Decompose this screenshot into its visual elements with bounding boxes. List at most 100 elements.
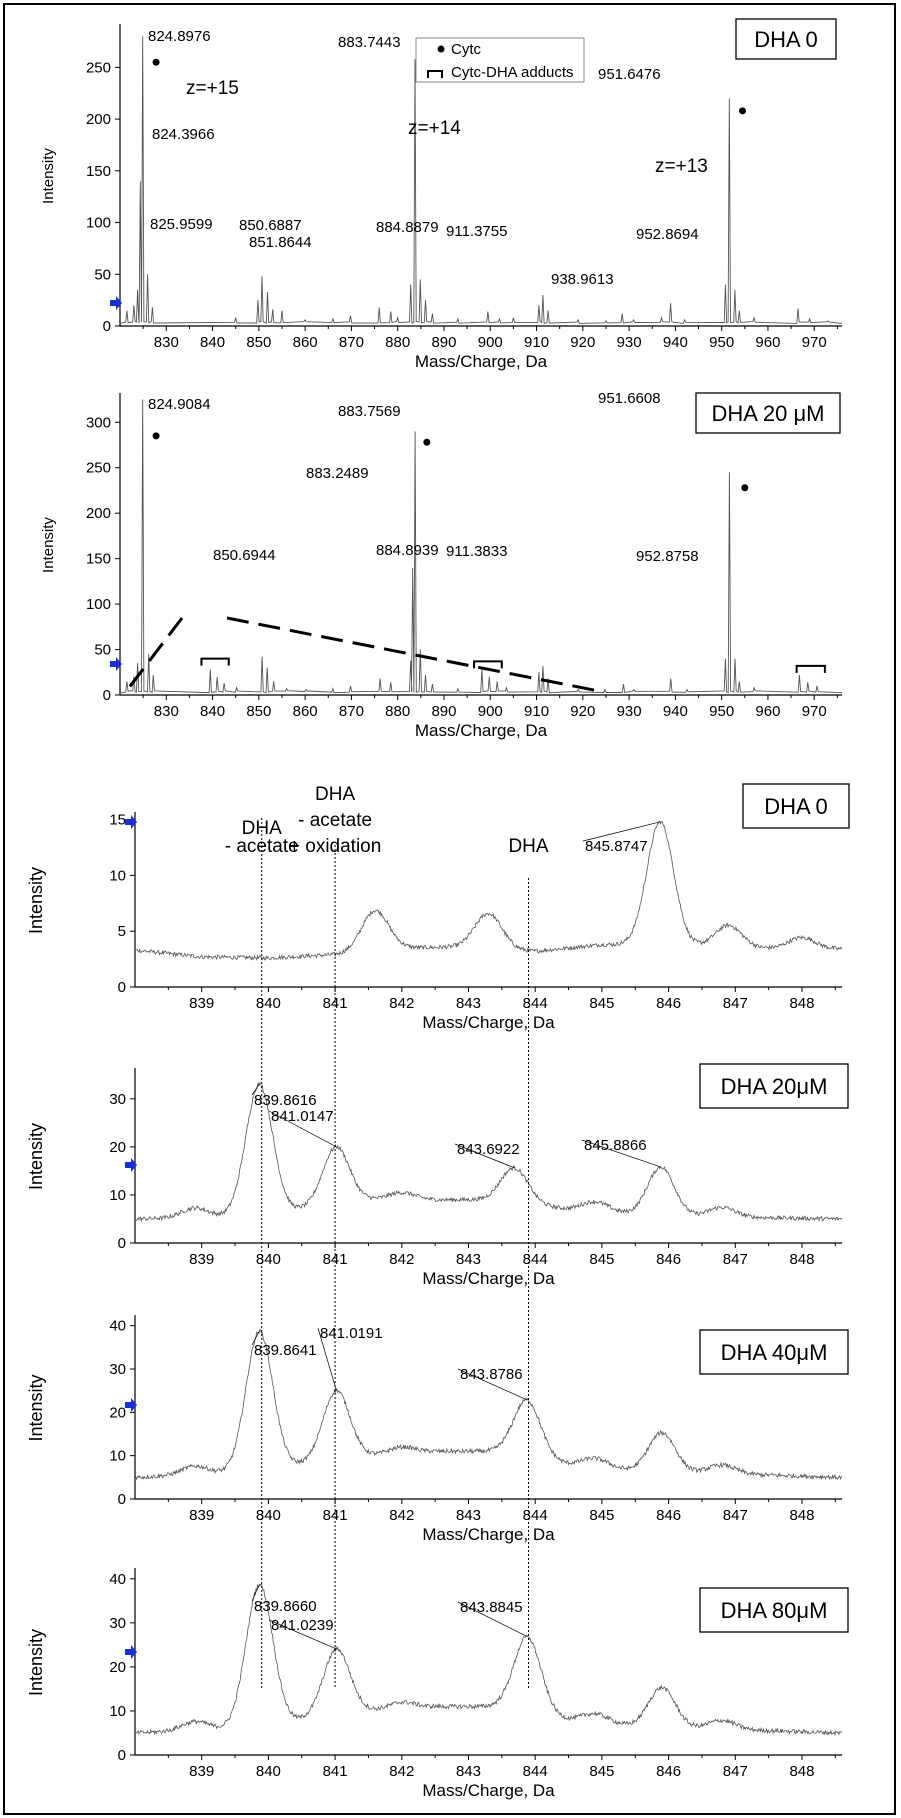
peak-label: 843.8845 (460, 1599, 523, 1616)
threshold-arrow-icon (125, 1398, 137, 1412)
y-tick-label: 250 (86, 59, 111, 76)
x-tick-label: 960 (755, 703, 780, 720)
x-axis-title: Mass/Charge, Da (422, 1781, 555, 1800)
x-tick-label: 840 (256, 995, 281, 1012)
x-tick-label: 848 (789, 1507, 814, 1524)
peak-label: 883.7569 (338, 403, 401, 420)
x-tick-label: 840 (200, 703, 225, 720)
condition-label-box (699, 1329, 849, 1375)
y-tick-label: 20 (109, 1659, 126, 1676)
peak-label: 884.8939 (376, 542, 439, 559)
chart-panel-2: 830 840 850 860 870 880 890 900 910 920 930 940 950 9… (40, 390, 843, 740)
x-axis-title: Mass/Charge, Da (415, 721, 548, 740)
y-tick-label: 50 (94, 266, 111, 283)
condition-label: DHA 20μM (721, 1074, 828, 1099)
cytc-marker (738, 107, 746, 115)
x-tick-label: 910 (524, 703, 549, 720)
y-tick-label: 100 (86, 596, 111, 613)
x-tick-label: 843 (456, 995, 481, 1012)
dha-annotation: DHA (508, 836, 548, 857)
peak-label: 952.8758 (636, 548, 699, 565)
condition-label-box (735, 18, 837, 60)
cytc-marker (152, 432, 160, 440)
y-axis-title: Intensity (26, 1123, 46, 1190)
peak-label: 850.6944 (213, 547, 276, 564)
peak-leader-line (251, 1331, 260, 1346)
peak-label: 845.8747 (585, 838, 648, 855)
x-tick-label: 846 (656, 995, 681, 1012)
x-tick-label: 844 (523, 995, 548, 1012)
x-tick-label: 920 (570, 334, 595, 351)
spectrum-trace (134, 1081, 843, 1223)
condition-label: DHA 0 (754, 27, 818, 52)
x-tick-label: 900 (478, 703, 503, 720)
x-tick-label: 841 (323, 995, 348, 1012)
charge-state-label: z=+13 (655, 156, 708, 177)
x-tick-label: 843 (456, 1507, 481, 1524)
x-tick-label: 847 (723, 1251, 748, 1268)
x-tick-label: 842 (389, 1763, 414, 1780)
peak-label: 824.8976 (148, 28, 211, 45)
y-tick-label: 0 (118, 1491, 126, 1508)
x-tick-label: 847 (723, 1763, 748, 1780)
x-tick-label: 880 (385, 334, 410, 351)
x-tick-label: 844 (523, 1251, 548, 1268)
peak-label: 839.8616 (254, 1092, 317, 1109)
charge-state-label: z=+15 (186, 78, 239, 99)
x-tick-label: 970 (802, 703, 827, 720)
spectrum-trace (119, 36, 843, 324)
x-tick-label: 842 (389, 995, 414, 1012)
peak-label: 938.9613 (551, 271, 614, 288)
dha-annotation: - acetate (298, 810, 372, 831)
spectrum-trace (134, 1582, 843, 1737)
chart-panel-1: 830 840 850 860 870 880 890 900 910 920 930 940 950 9… (40, 18, 843, 371)
x-tick-label: 840 (256, 1507, 281, 1524)
spectrum-trace (134, 820, 843, 961)
zoom-connector-right (226, 616, 605, 694)
x-tick-label: 850 (246, 703, 271, 720)
x-tick-label: 841 (323, 1763, 348, 1780)
x-tick-label: 843 (456, 1251, 481, 1268)
y-tick-label: 30 (109, 1091, 126, 1108)
x-axis-title: Mass/Charge, Da (415, 352, 548, 371)
legend-bracket-icon (427, 70, 443, 78)
cytc-marker (741, 484, 749, 492)
legend-label: Cytc-DHA adducts (451, 64, 574, 81)
peak-label: 911.3833 (446, 543, 507, 560)
x-tick-label: 970 (802, 334, 827, 351)
condition-label: DHA 20 μM (712, 401, 825, 426)
x-tick-label: 845 (589, 1251, 614, 1268)
y-tick-label: 5 (118, 923, 126, 940)
condition-label: DHA 80μM (721, 1598, 828, 1623)
x-tick-label: 860 (293, 703, 318, 720)
x-tick-label: 845 (589, 1507, 614, 1524)
peak-leader-line (268, 1110, 337, 1148)
y-tick-label: 0 (103, 318, 111, 335)
figure-frame (3, 3, 896, 1815)
y-tick-label: 300 (86, 414, 111, 431)
y-axis-title: Intensity (40, 517, 57, 573)
x-tick-label: 890 (431, 334, 456, 351)
spectrum-trace (134, 1328, 843, 1481)
threshold-arrow-icon (110, 296, 122, 310)
chart-panel-5: 839 840 841 842 843 844 845 846 847 848 0 10 20 30 40 M… (26, 1315, 849, 1544)
condition-label: DHA 0 (764, 794, 828, 819)
x-tick-label: 880 (385, 703, 410, 720)
x-tick-label: 846 (656, 1251, 681, 1268)
x-tick-label: 839 (189, 1507, 214, 1524)
peak-label: 824.3966 (152, 126, 215, 143)
y-axis-title: Intensity (26, 1374, 46, 1441)
legend-box (415, 37, 585, 83)
y-tick-label: 30 (109, 1615, 126, 1632)
peak-label: 951.6476 (598, 66, 661, 83)
y-axis-title: Intensity (26, 1629, 46, 1696)
threshold-arrow-icon (110, 657, 122, 671)
x-tick-label: 839 (189, 995, 214, 1012)
x-tick-label: 930 (617, 334, 642, 351)
legend-label: Cytc (451, 41, 482, 58)
y-tick-label: 10 (109, 1703, 126, 1720)
condition-label-box (699, 1063, 849, 1109)
y-tick-label: 150 (86, 551, 111, 568)
peak-label: 883.2489 (306, 465, 369, 482)
